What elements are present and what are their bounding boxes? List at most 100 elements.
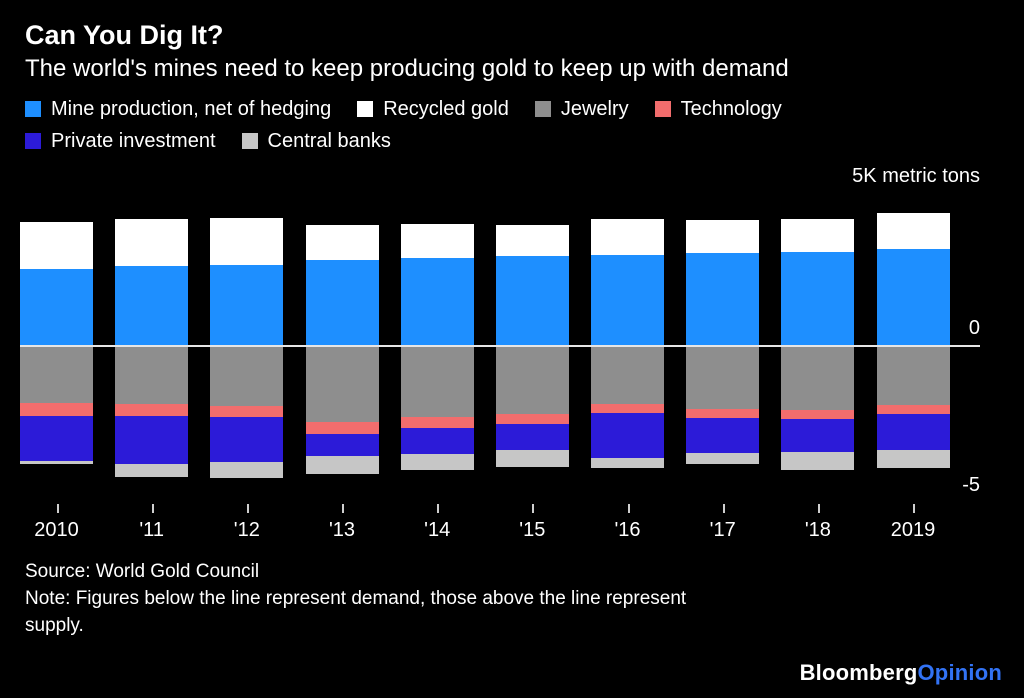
bar-segment	[20, 345, 93, 404]
recycled-gold-swatch-icon	[357, 101, 374, 118]
x-axis-label: '13	[328, 518, 356, 541]
bar-segment	[495, 224, 569, 256]
x-axis-label: 2010	[34, 518, 79, 541]
bar-segment	[20, 461, 93, 464]
x-axis-tick	[342, 503, 344, 513]
bar-segment	[876, 414, 950, 450]
x-axis-tick	[817, 503, 820, 513]
bar-segment	[686, 418, 760, 454]
x-axis-tick	[913, 503, 916, 513]
bar-segment	[876, 248, 950, 346]
central-banks-swatch-icon	[241, 133, 258, 150]
private-investment-swatch-icon	[25, 133, 41, 150]
bar-segment	[400, 453, 474, 471]
bar-segment	[115, 416, 189, 464]
legend: Mine production, net of hedging Recycled…	[25, 98, 1024, 153]
bar-segment	[305, 456, 379, 474]
bar-segment	[115, 219, 189, 267]
bar-segment	[210, 405, 284, 418]
x-axis-label: '16	[614, 518, 641, 541]
bar-segment	[781, 252, 855, 346]
bar-segment	[876, 212, 950, 249]
bar-segment	[20, 403, 93, 417]
bar-segment	[20, 222, 93, 270]
x-axis-label: '17	[709, 518, 736, 541]
bar-segment	[591, 345, 665, 404]
legend-item-central-banks: Central banks	[241, 129, 391, 153]
bar-segment	[781, 419, 855, 452]
x-axis-tick	[722, 503, 725, 513]
bar-segment	[495, 255, 569, 346]
legend-label-central-banks: Central banks	[267, 129, 391, 152]
legend-item-mine-production: Mine production, net of hedging	[25, 98, 331, 121]
legend-label-jewelry: Jewelry	[560, 97, 629, 120]
bar-segment	[591, 218, 665, 255]
zero-gridline	[20, 344, 980, 347]
bar-segment	[686, 409, 760, 419]
bar-segment	[210, 265, 284, 346]
mine-production-swatch-icon	[25, 101, 41, 118]
bar-segment	[210, 417, 284, 462]
x-axis-label: '12	[233, 518, 260, 541]
legend-item-private-investment: Private investment	[25, 130, 216, 153]
bar-segment	[591, 403, 665, 413]
plot-area: 0 -5	[20, 196, 980, 496]
legend-row-1: Mine production, net of hedging Recycled…	[25, 98, 1024, 121]
bar-segment	[305, 422, 379, 434]
x-axis-tick	[627, 503, 630, 513]
legend-label-private-investment: Private investment	[51, 129, 216, 152]
x-axis: 2010 '11 '12 '13 '14 '15 '16 '17 '18 2019	[20, 496, 980, 548]
footer: Source: World Gold Council Note: Figures…	[25, 558, 1024, 639]
x-axis-label: '18	[804, 518, 831, 541]
page: { "header": { "title": "Can You Dig It?"…	[0, 20, 1024, 698]
bar-segment	[591, 254, 665, 346]
x-axis-label: '15	[519, 518, 546, 541]
x-axis-tick	[151, 503, 154, 513]
legend-label-recycled-gold: Recycled gold	[383, 97, 509, 120]
bar-segment	[686, 345, 760, 410]
x-axis-tick	[532, 503, 535, 513]
bloomberg-opinion-logo: BloombergOpinion	[800, 660, 1002, 686]
bar-segment	[210, 217, 284, 266]
bar-segment	[400, 428, 474, 454]
x-axis-label: '11	[139, 518, 164, 541]
bar-segment	[591, 457, 665, 469]
x-axis-label: '14	[424, 518, 451, 541]
bar-segment	[876, 345, 950, 406]
legend-row-2: Private investment Central banks	[25, 130, 1024, 153]
bar-segment	[20, 269, 93, 346]
y-axis-label-neg5: -5	[962, 473, 980, 496]
x-axis-tick	[56, 503, 59, 513]
bar-segment	[591, 412, 665, 458]
bar-segment	[400, 257, 474, 346]
bar-segment	[495, 413, 569, 424]
bar-segment	[305, 345, 379, 423]
bar-segment	[115, 464, 189, 478]
legend-label-mine-production: Mine production, net of hedging	[51, 97, 332, 120]
bar-segment	[495, 345, 569, 414]
legend-label-technology: Technology	[680, 97, 782, 120]
bar-segment	[115, 266, 189, 346]
bar-segment	[115, 345, 189, 405]
y-axis-unit-label: 5K metric tons	[852, 164, 980, 187]
bar-segment	[686, 453, 760, 464]
bar-segment	[305, 433, 379, 457]
bar-segment	[781, 409, 855, 420]
bar-segment	[400, 416, 474, 429]
source-text: Source: World Gold Council	[25, 560, 260, 582]
bar-segment	[686, 220, 760, 253]
bar-segment	[876, 450, 950, 469]
bar-segment	[400, 224, 474, 258]
chart-subtitle: The world's mines need to keep producing…	[25, 55, 789, 83]
bar-segment	[876, 405, 950, 415]
bar-segment	[781, 451, 855, 471]
brand-bloomberg-text: Bloomberg	[799, 660, 918, 685]
brand-opinion-text: Opinion	[917, 660, 1002, 685]
bar-segment	[495, 423, 569, 451]
bar-segment	[400, 345, 474, 417]
bar-segment	[495, 450, 569, 467]
x-axis-tick	[246, 503, 249, 513]
bar-segment	[781, 219, 855, 253]
bar-segment	[115, 404, 189, 417]
x-axis-tick	[437, 503, 440, 513]
